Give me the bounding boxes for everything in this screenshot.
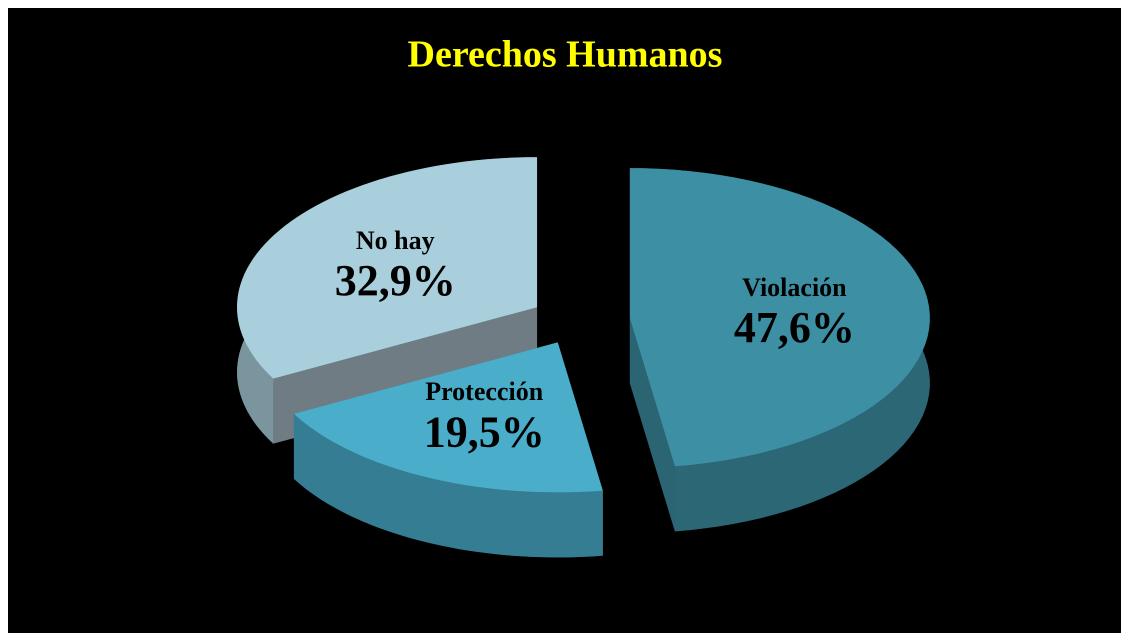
slice — [629, 168, 930, 532]
slice — [293, 342, 603, 493]
slice — [293, 342, 603, 558]
slice-side — [293, 413, 603, 558]
chart-title: Derechos Humanos — [408, 34, 723, 76]
value-label: 47,6% — [734, 303, 855, 352]
value-label: 32,9% — [335, 256, 456, 305]
slice — [237, 157, 538, 379]
slice — [629, 168, 930, 467]
slice-wall — [629, 318, 675, 532]
value-label: 19,5% — [424, 407, 545, 456]
slice-label: Violación — [742, 273, 847, 302]
slice-label: Protección — [425, 377, 543, 406]
slice-label: No hay — [356, 226, 435, 255]
